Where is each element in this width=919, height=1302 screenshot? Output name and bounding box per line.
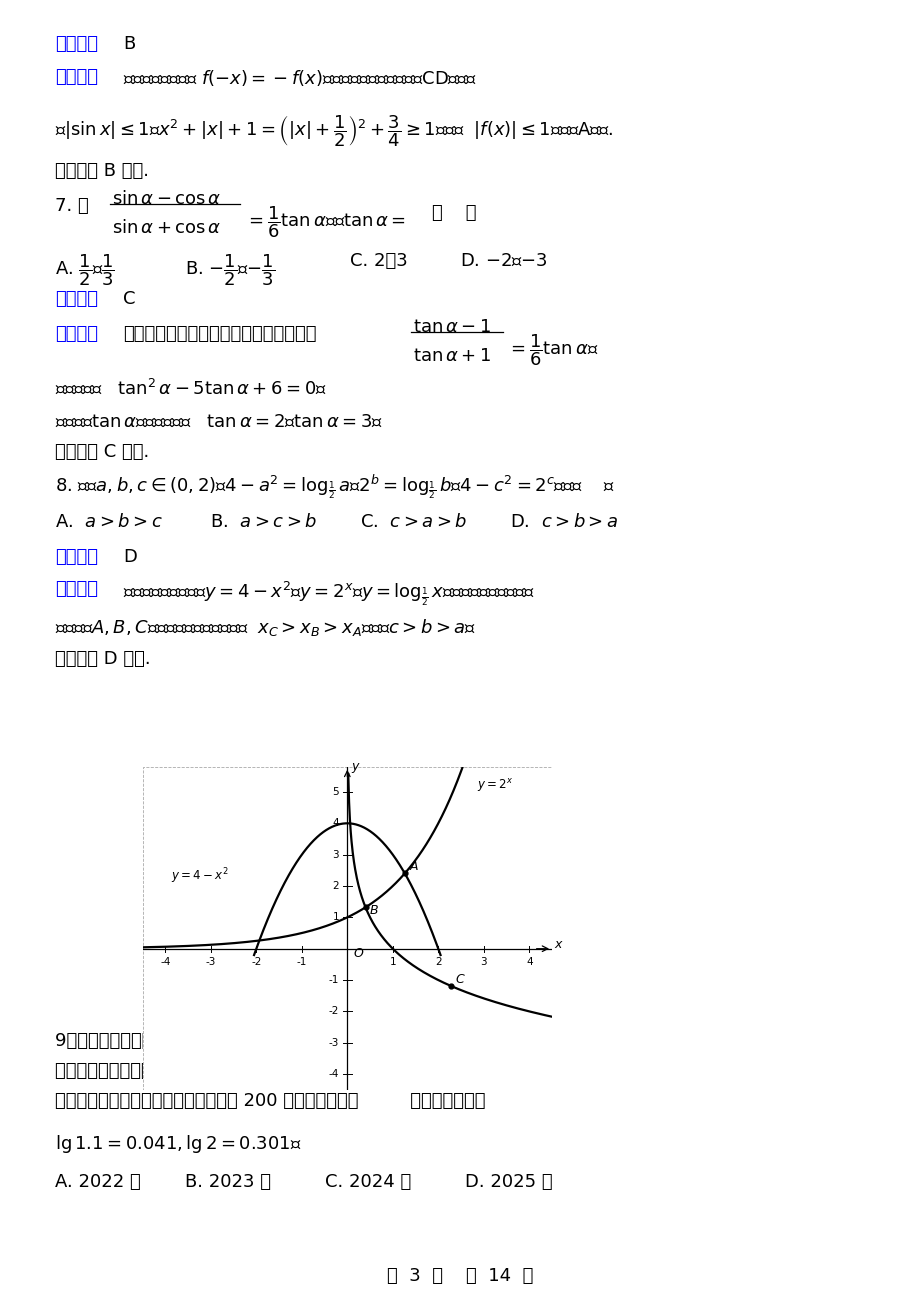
Text: -1: -1 — [328, 975, 339, 986]
Text: B: B — [123, 35, 135, 53]
Text: $C$: $C$ — [454, 974, 465, 987]
Text: 2: 2 — [332, 881, 339, 891]
Text: $=\dfrac{1}{6}\tan\alpha$，: $=\dfrac{1}{6}\tan\alpha$， — [506, 332, 598, 367]
Text: 第  3  页    共  14  页: 第 3 页 共 14 页 — [386, 1267, 533, 1285]
Text: 2: 2 — [435, 957, 441, 967]
Text: $y$: $y$ — [350, 762, 360, 776]
Text: A. $\dfrac{1}{2}$或$\dfrac{1}{3}$: A. $\dfrac{1}{2}$或$\dfrac{1}{3}$ — [55, 253, 115, 288]
Text: A. 2022 年: A. 2022 年 — [55, 1173, 141, 1191]
Text: 则该公司全年投入的研发奖金开始超过 200 万元年年份是（         ）（参考数据：: 则该公司全年投入的研发奖金开始超过 200 万元年年份是（ ）（参考数据： — [55, 1092, 485, 1111]
Text: D.  $c>b>a$: D. $c>b>a$ — [509, 513, 618, 531]
Text: D. $-2$或$-3$: D. $-2$或$-3$ — [460, 253, 548, 270]
Text: $\tan\alpha-1$: $\tan\alpha-1$ — [413, 318, 491, 336]
Text: $B$: $B$ — [369, 904, 379, 917]
Text: 7. 若: 7. 若 — [55, 197, 88, 215]
Text: $=\dfrac{1}{6}\tan\alpha$，则$\tan\alpha=$: $=\dfrac{1}{6}\tan\alpha$，则$\tan\alpha=$ — [244, 204, 405, 240]
Text: $\sin\alpha+\cos\alpha$: $\sin\alpha+\cos\alpha$ — [112, 219, 221, 237]
Text: 8. 已知$a,b,c\in(0,2)$，$4-a^2=\log_{\frac{1}{2}}a$，$2^b=\log_{\frac{1}{2}}b$，$4-c^: 8. 已知$a,b,c\in(0,2)$，$4-a^2=\log_{\frac{… — [55, 473, 614, 503]
Text: -2: -2 — [328, 1006, 339, 1017]
Text: 本题选择 D 选项.: 本题选择 D 选项. — [55, 650, 151, 668]
Text: 【答案】: 【答案】 — [55, 548, 98, 566]
Text: B.  $a>c>b$: B. $a>c>b$ — [210, 513, 317, 531]
Text: 本题选择 B 选项.: 本题选择 B 选项. — [55, 161, 149, 180]
Text: B. 2023 年: B. 2023 年 — [185, 1173, 271, 1191]
Text: C. 2024 年: C. 2024 年 — [324, 1173, 411, 1191]
Text: C. 2或3: C. 2或3 — [349, 253, 407, 270]
Text: D. 2025 年: D. 2025 年 — [464, 1173, 552, 1191]
Text: 【答案】: 【答案】 — [55, 35, 98, 53]
Text: C.  $c>a>b$: C. $c>a>b$ — [359, 513, 467, 531]
Text: 【答案】: 【答案】 — [55, 290, 98, 309]
Text: 1: 1 — [332, 913, 339, 922]
Text: 3: 3 — [480, 957, 486, 967]
Text: 【解析】: 【解析】 — [55, 579, 98, 598]
Text: 4: 4 — [332, 818, 339, 828]
Text: -4: -4 — [328, 1069, 339, 1079]
Text: $\tan\alpha+1$: $\tan\alpha+1$ — [413, 348, 491, 365]
Text: 9．某科技股份有限公司为激励创新，计划逐年增加研发资金投入，若该公司 2016 年全: 9．某科技股份有限公司为激励创新，计划逐年增加研发资金投入，若该公司 2016 … — [55, 1032, 499, 1049]
Text: -4: -4 — [160, 957, 170, 967]
Text: 整理可得：   $\tan^2\alpha-5\tan\alpha+6=0$，: 整理可得： $\tan^2\alpha-5\tan\alpha+6=0$， — [55, 378, 326, 397]
Text: 【解析】: 【解析】 — [55, 326, 98, 342]
Text: 年投入的研发资金为 100 万无，在此基础上，每年投入的研发资金比上一年增长 10%，: 年投入的研发资金为 100 万无，在此基础上，每年投入的研发资金比上一年增长 1… — [55, 1062, 511, 1079]
Text: -2: -2 — [251, 957, 261, 967]
Text: 为图中点$A,B,C$，的横坐标，观察可得：  $x_C>x_B>x_A$，即有$c>b>a$．: 为图中点$A,B,C$，的横坐标，观察可得： $x_C>x_B>x_A$，即有$… — [55, 617, 476, 638]
Text: $A$: $A$ — [409, 859, 419, 872]
Text: 4: 4 — [526, 957, 532, 967]
Text: $y=2^x$: $y=2^x$ — [476, 777, 513, 794]
Text: 函数的解析式满足 $f(-x)=-f(x)$，则函数为奇函数，排除CD选项，: 函数的解析式满足 $f(-x)=-f(x)$，则函数为奇函数，排除CD选项， — [123, 68, 477, 89]
Text: B. $-\dfrac{1}{2}$或$-\dfrac{1}{3}$: B. $-\dfrac{1}{2}$或$-\dfrac{1}{3}$ — [185, 253, 275, 288]
Text: 求解关于$\tan\alpha$的方程可得：   $\tan\alpha=2$或$\tan\alpha=3$．: 求解关于$\tan\alpha$的方程可得： $\tan\alpha=2$或$\… — [55, 413, 382, 431]
Text: （    ）: （ ） — [432, 204, 476, 223]
Text: 1: 1 — [389, 957, 396, 967]
Text: $x$: $x$ — [553, 939, 563, 952]
Text: D: D — [123, 548, 137, 566]
Text: $\lg 1.1=0.041, \lg 2=0.301$）: $\lg 1.1=0.041, \lg 2=0.301$） — [55, 1133, 301, 1155]
Text: $O$: $O$ — [352, 948, 364, 961]
Text: $\sin\alpha-\cos\alpha$: $\sin\alpha-\cos\alpha$ — [112, 190, 221, 208]
Text: 5: 5 — [332, 786, 339, 797]
Text: 【解析】: 【解析】 — [55, 68, 98, 86]
Text: 由题意结合同角三角函数基本关系可得：: 由题意结合同角三角函数基本关系可得： — [123, 326, 316, 342]
Text: C: C — [123, 290, 135, 309]
Text: -3: -3 — [328, 1038, 339, 1048]
Text: -1: -1 — [296, 957, 307, 967]
Text: -3: -3 — [206, 957, 216, 967]
Text: $y=4-x^2$: $y=4-x^2$ — [171, 867, 229, 887]
Text: A.  $a>b>c$: A. $a>b>c$ — [55, 513, 163, 531]
Text: 由$|\sin x|\leq1$，$x^2+|x|+1=\left(|x|+\dfrac{1}{2}\right)^2+\dfrac{3}{4}\geq1$可知: 由$|\sin x|\leq1$，$x^2+|x|+1=\left(|x|+\d… — [55, 113, 613, 148]
Text: 如图所示，绘制函数$y=4-x^2$，$y=2^x$和$y=\log_{\frac{1}{2}}x$的图像，三个方程的根: 如图所示，绘制函数$y=4-x^2$，$y=2^x$和$y=\log_{\fra… — [123, 579, 535, 608]
Text: 3: 3 — [332, 850, 339, 859]
Text: 本题选择 C 选项.: 本题选择 C 选项. — [55, 443, 149, 461]
